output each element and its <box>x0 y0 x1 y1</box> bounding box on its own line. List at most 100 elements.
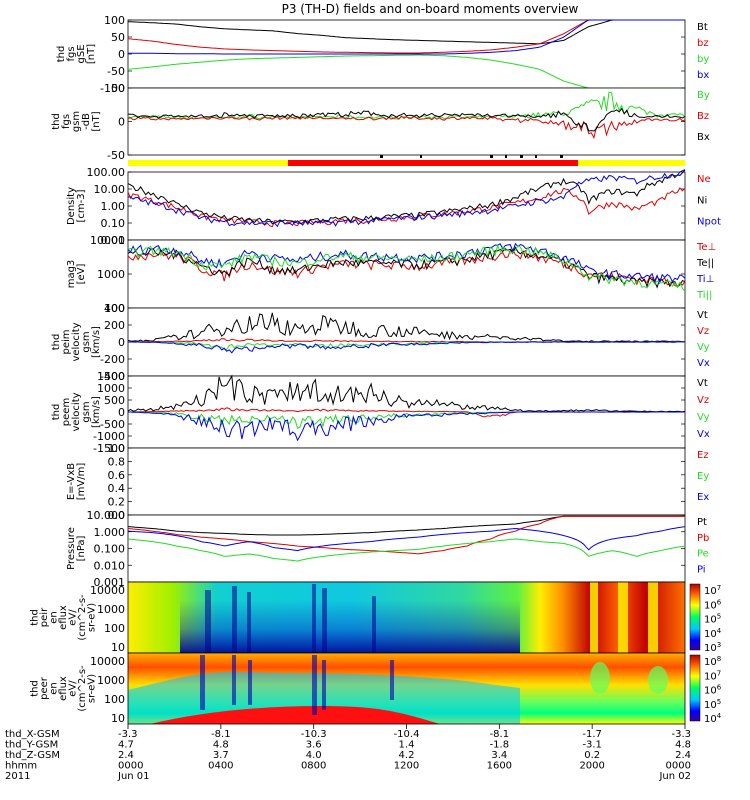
colorbar-label: 108 <box>704 655 721 668</box>
time-axis-z_gsm: 2.4 <box>675 750 691 761</box>
y-axis-label-line: [km/s] <box>91 326 102 358</box>
series-Pi <box>127 526 686 552</box>
legend-Vt: Vt <box>697 310 708 321</box>
legend-Vx: Vx <box>697 429 710 440</box>
y-axis-label-line: [nT] <box>86 44 97 64</box>
time-axis-date: Jun 01 <box>117 771 150 782</box>
time-axis-y_gsm: 4.8 <box>675 740 691 751</box>
axes-peir_spectrogram: 10000 1000 100 10 thdpeirenefluxeV/(cm^2-s-s… <box>30 584 126 654</box>
series-Bt <box>127 19 685 45</box>
y-axis-label: E=-VxB [mV/m] <box>66 463 87 501</box>
y-tick-label: -1500 <box>93 442 125 455</box>
panel-frame <box>127 447 686 516</box>
y-axis-label-line: thd <box>30 609 41 626</box>
colorbar-label: 107 <box>704 669 721 682</box>
time-axis-row-label: thd_Z-GSM <box>5 750 60 761</box>
y-axis-label-line: eflux <box>58 605 69 630</box>
y-axis-label: mag3 [eV] <box>66 260 87 289</box>
colorbar-label: 107 <box>704 584 721 597</box>
y-axis-label-line: peir <box>39 607 50 627</box>
time-axis-date: Jun 02 <box>658 771 691 782</box>
colorbar-label: 105 <box>704 613 721 626</box>
y-axis-label-line: [mV/m] <box>76 463 87 501</box>
panel-frame <box>127 514 686 583</box>
time-axis-z_gsm: 4.0 <box>306 750 322 761</box>
series-Vt <box>127 374 686 413</box>
y-axis-label-line: peim <box>61 329 72 354</box>
time-axis-z_gsm: 3.4 <box>491 750 507 761</box>
y-axis-label-line: gSE <box>76 44 87 63</box>
time-axis-row-label: hhmm <box>5 761 37 772</box>
y-tick-label: 0 <box>118 116 125 129</box>
time-axis-hhmm: 2000 <box>579 761 604 772</box>
y-axis-label-line: [nT] <box>91 111 102 131</box>
time-axis-z_gsm: 3.7 <box>213 750 229 761</box>
legend-Pb: Pb <box>697 533 709 544</box>
y-axis-label-line: [cm-3] <box>76 189 87 222</box>
y-tick-label: 100 <box>104 693 125 706</box>
y-tick-label: 1000 <box>97 674 125 687</box>
y-axis-label-line: Pressure <box>66 527 77 570</box>
time-axis-hhmm: 0000 <box>666 761 691 772</box>
y-axis-label: thd fgs gSE [nT] <box>56 44 97 64</box>
legend-Vx: Vx <box>697 358 710 369</box>
y-tick-label: 100 <box>104 302 125 315</box>
time-axis-y_gsm: -1.8 <box>490 740 510 751</box>
y-axis-label-line: fgs <box>61 114 72 129</box>
y-tick-label: 1.0 <box>108 442 126 455</box>
y-tick-label: 50 <box>111 82 125 95</box>
legend-Vz: Vz <box>697 326 709 337</box>
axes-peer_spectrogram: 10000 1000 100 10 thdpeerenefluxeV/(cm^2-s-s… <box>30 655 126 725</box>
y-tick-label: 100 <box>104 622 125 635</box>
panel-frame <box>127 239 686 309</box>
y-tick-label: 10000 <box>90 655 125 668</box>
y-axis-label-line: eflux <box>58 676 69 701</box>
time-axis-y_gsm: 4.7 <box>118 740 134 751</box>
y-axis-label-line: peem <box>61 398 72 426</box>
y-tick-label: 10 <box>111 641 125 654</box>
time-axis-x_gsm: -8.1 <box>211 729 231 740</box>
time-axis-z_gsm: 2.4 <box>118 750 134 761</box>
electron-colorbar <box>689 654 701 722</box>
y-tick-label: 50 <box>111 31 125 44</box>
y-axis-label-line: E=-VxB <box>66 463 77 500</box>
y-axis-label-line: -dB <box>81 113 92 130</box>
y-tick-label: 10000 <box>90 584 125 597</box>
time-axis-x_gsm: -10.3 <box>301 729 327 740</box>
y-tick-label: -500 <box>100 418 125 431</box>
y-tick-label: 0.001 <box>94 576 126 589</box>
y-tick-label: 1.00 <box>101 200 126 213</box>
y-axis-label-line: sr-eV) <box>87 603 98 632</box>
series-Npot <box>128 169 686 228</box>
colorbar-label: 106 <box>704 684 722 697</box>
y-axis-label: Density [cm-3] <box>66 187 87 225</box>
y-axis-label-line: gsm <box>81 401 92 422</box>
y-tick-label: 200 <box>104 319 125 332</box>
y-axis-label: thd peim velocity gsm [km/s] <box>51 322 102 361</box>
panel-fgs_gsm: 50 0 -50 thd fgs gsm -dB [nT] By Bz Bx <box>51 82 710 162</box>
y-axis-label-line: [eV] <box>76 264 87 285</box>
panel-fgs_gse: 100 50 0 -50 -100 thd fgs gSE [nT] Bt bz by bx <box>56 14 709 95</box>
legend-Pi: Pi <box>697 564 706 575</box>
y-axis-label-line: thd <box>51 404 62 421</box>
time-axis-z_gsm: 0.2 <box>584 750 600 761</box>
y-tick-label: 0.100 <box>94 543 126 556</box>
y-tick-label: 100 <box>104 14 125 27</box>
time-axis-y_gsm: -3.1 <box>582 740 602 751</box>
colorbar-label: 104 <box>704 627 722 640</box>
y-tick-label: 1.000 <box>94 526 126 539</box>
time-axis-x_gsm: -10.4 <box>394 729 420 740</box>
y-axis-label-line: thd <box>30 680 41 697</box>
time-axis-x_gsm: -3.3 <box>671 729 691 740</box>
y-tick-label: 500 <box>104 394 125 407</box>
y-tick-label: 0 <box>118 48 125 61</box>
legend-Ne: Ne <box>697 174 711 185</box>
legend-Npot: Npot <box>697 217 721 228</box>
y-axis-label-line: thd <box>51 113 62 130</box>
y-tick-label: 1500 <box>97 370 125 383</box>
time-axis-row-label: thd_Y-GSM <box>5 740 58 751</box>
legend-Ey: Ey <box>697 471 709 482</box>
